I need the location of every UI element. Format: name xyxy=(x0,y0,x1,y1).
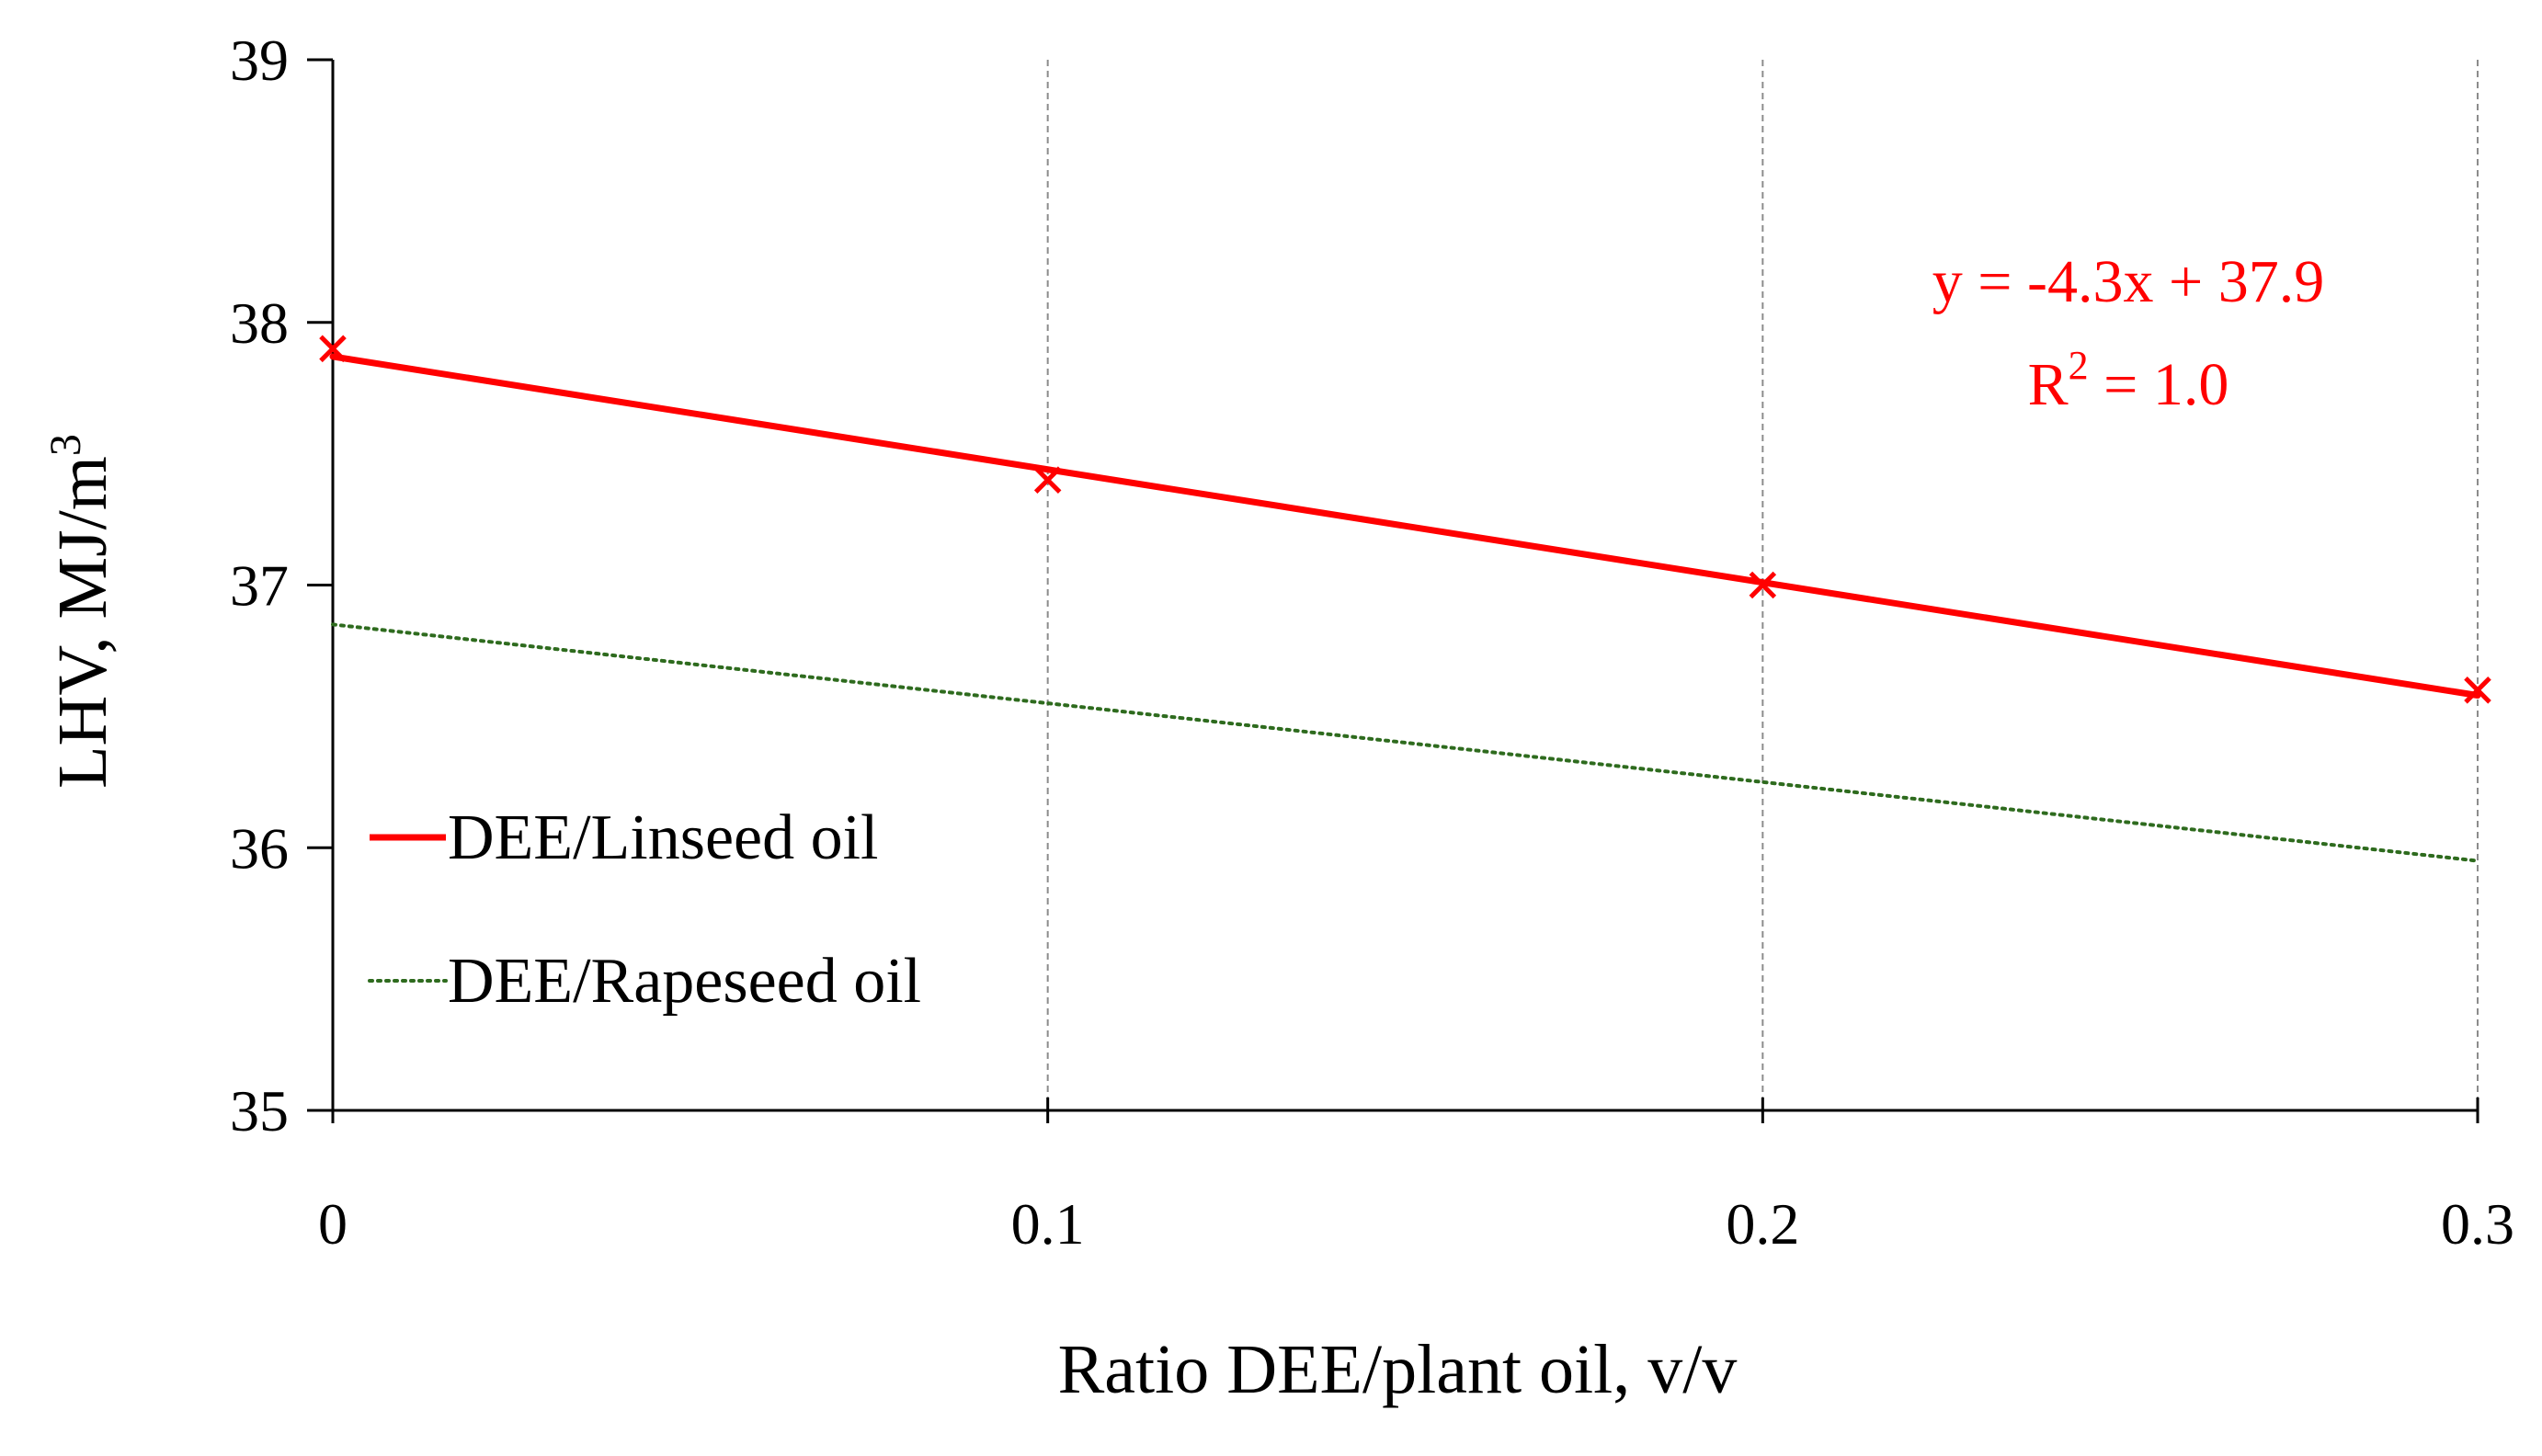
r-squared-label: R2 = 1.0 xyxy=(2028,343,2229,418)
x-tick-label: 0.3 xyxy=(2441,1191,2514,1257)
marker-stroke xyxy=(1749,571,1777,599)
y-tick-label: 35 xyxy=(230,1078,289,1143)
x-tick-label: 0.1 xyxy=(1011,1191,1085,1257)
series-group xyxy=(319,335,2491,863)
r-squared-sup: 2 xyxy=(2069,343,2089,388)
r-squared-value: = 1.0 xyxy=(2089,351,2229,418)
marker-stroke xyxy=(1033,466,1062,494)
y-tick-label: 36 xyxy=(230,815,289,881)
gridlines xyxy=(1046,60,2479,1110)
r-squared-r: R xyxy=(2028,351,2069,418)
legend: DEE/Linseed oil DEE/Rapeseed oil xyxy=(368,802,921,1017)
linseed-marker xyxy=(1033,466,1062,494)
equation-label: y = -4.3x + 37.9 xyxy=(1932,248,2324,315)
y-axis-title-main: LHV, MJ/m xyxy=(44,456,121,789)
axes: 0 0.1 0.2 0.3 35 36 37 38 39 xyxy=(230,28,2514,1257)
legend-linseed-label: DEE/Linseed oil xyxy=(448,802,879,873)
linseed-marker xyxy=(2464,677,2491,704)
y-axis-title-sup: 3 xyxy=(41,434,90,456)
marker-stroke xyxy=(2464,677,2491,704)
linseed-marker xyxy=(319,335,347,363)
legend-rapeseed-label: DEE/Rapeseed oil xyxy=(448,946,921,1017)
x-tick-label: 0.2 xyxy=(1726,1191,1799,1257)
linseed-trendline xyxy=(329,353,2481,700)
marker-stroke xyxy=(319,335,347,363)
y-tick-label: 39 xyxy=(230,28,289,93)
linseed-marker xyxy=(1749,571,1777,599)
rapeseed-series-line xyxy=(331,622,2479,863)
y-tick-label: 37 xyxy=(230,553,289,619)
x-axis-title: Ratio DEE/plant oil, v/v xyxy=(1058,1331,1738,1408)
y-tick-label: 38 xyxy=(230,290,289,356)
x-tick-label: 0 xyxy=(318,1191,348,1257)
y-axis-title: LHV, MJ/m3 xyxy=(41,434,121,789)
